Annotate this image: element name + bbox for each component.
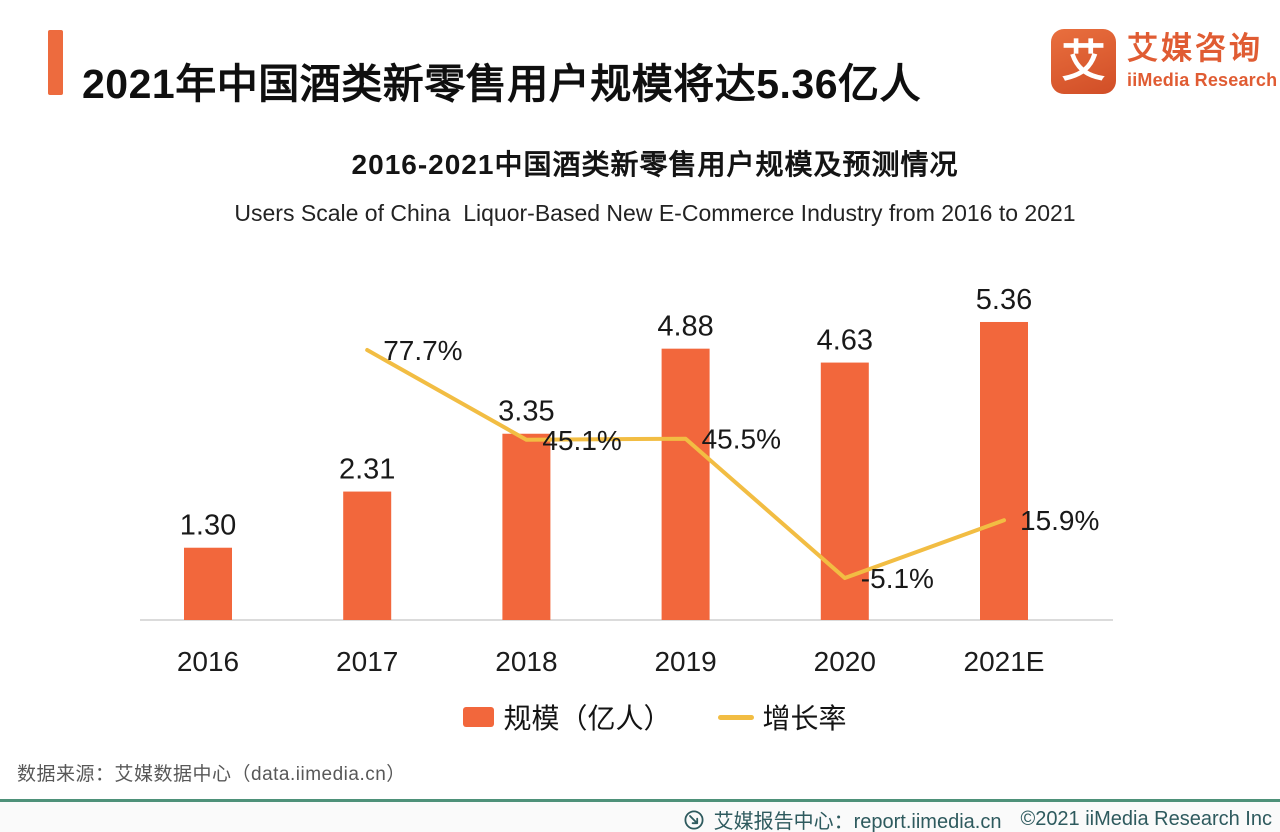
x-axis-label-2019: 2019	[654, 646, 716, 677]
logo-wordmark: 艾媒咨询 iiMedia Research	[1127, 29, 1277, 91]
legend-growth-label: 增长率	[762, 703, 847, 734]
bar-2018	[502, 433, 551, 620]
users-scale-chart: 1.30 2016 2.31 2017 3.35 2018 4.88 2019 4.63 2020…	[140, 284, 1113, 677]
bar-swatch-icon	[463, 707, 495, 727]
x-axis-label-2016: 2016	[177, 646, 239, 677]
chart-title: 2016-2021中国酒类新零售用户规模及预测情况	[351, 149, 959, 180]
data-source-note: 数据来源：艾媒数据中心（data.iimedia.cn）	[17, 764, 406, 785]
logo-glyph: 艾	[1061, 36, 1106, 86]
report-center-icon	[683, 809, 705, 831]
line-swatch-icon	[717, 714, 754, 720]
bar-value-label-2020: 4.63	[817, 325, 873, 357]
bar-2016	[184, 547, 232, 620]
bar-2017	[343, 491, 392, 620]
iimedia-logo-icon: 艾	[1051, 29, 1116, 94]
bar-value-label-2018: 3.35	[498, 396, 554, 428]
chart-legend: 规模（亿人） 增长率	[30, 697, 1280, 737]
growth-rate-label-2017: 77.7%	[383, 335, 462, 366]
footer-strip	[0, 802, 1280, 832]
bar-value-label-2017: 2.31	[339, 454, 395, 486]
footer-content: 艾媒报告中心：report.iimedia.cn ©2021 iiMedia R…	[683, 805, 1272, 832]
legend-scale-label: 规模（亿人）	[503, 703, 672, 734]
report-center-text: 艾媒报告中心：report.iimedia.cn	[713, 811, 1002, 832]
growth-rate-label-2018: 45.1%	[542, 425, 621, 456]
bar-2019	[661, 348, 710, 620]
bar-value-label-2019: 4.88	[657, 311, 713, 343]
legend-item-growth: 增长率	[717, 697, 847, 737]
growth-rate-label-2020: -5.1%	[861, 563, 934, 594]
growth-rate-label-2019: 45.5%	[702, 424, 781, 455]
bar-value-label-2016: 1.30	[180, 510, 236, 542]
footer-divider-line	[0, 799, 1280, 802]
growth-rate-label-2021E: 15.9%	[1020, 505, 1099, 536]
x-axis-label-2021E: 2021E	[964, 646, 1045, 677]
legend-item-scale: 规模（亿人）	[463, 697, 672, 737]
x-axis-label-2018: 2018	[495, 646, 557, 677]
x-axis-label-2017: 2017	[336, 646, 398, 677]
x-axis-label-2020: 2020	[814, 646, 876, 677]
growth-rate-line	[365, 348, 1006, 581]
iimedia-logo: 艾 艾媒咨询 iiMedia Research	[1051, 29, 1277, 94]
title-accent-bar	[48, 30, 63, 95]
bar-value-label-2021E: 5.36	[976, 284, 1032, 316]
chart-subtitle: Users Scale of China Liquor-Based New E-…	[234, 200, 1076, 226]
logo-name-en: iiMedia Research	[1127, 70, 1278, 91]
page-title: 2021年中国酒类新零售用户规模将达5.36亿人	[82, 61, 922, 108]
copyright-text: ©2021 iiMedia Research Inc	[1020, 808, 1272, 830]
bar-2021E	[980, 321, 1028, 620]
logo-name-cn: 艾媒咨询	[1127, 31, 1263, 66]
